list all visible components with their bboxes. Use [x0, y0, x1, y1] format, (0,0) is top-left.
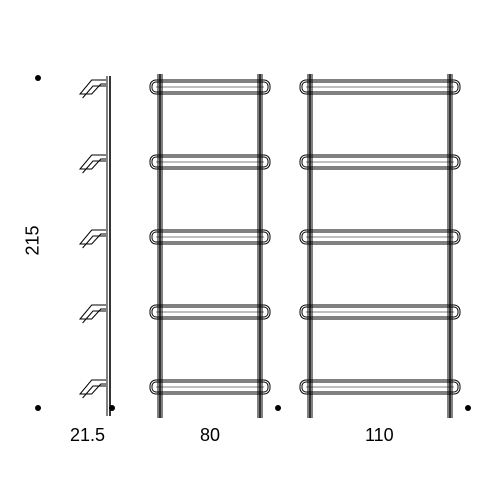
- dim-profile-width: 21.5: [70, 425, 105, 446]
- dim-height: 215: [23, 225, 44, 255]
- dim-dot: [35, 75, 41, 81]
- dim-dot: [35, 405, 41, 411]
- dim-dot: [109, 405, 115, 411]
- dim-dot: [465, 405, 471, 411]
- dim-dot: [275, 405, 281, 411]
- dim-110: 110: [365, 425, 394, 446]
- dimension-drawing: 215 21.5 80 110: [0, 0, 500, 500]
- dim-80: 80: [200, 425, 220, 446]
